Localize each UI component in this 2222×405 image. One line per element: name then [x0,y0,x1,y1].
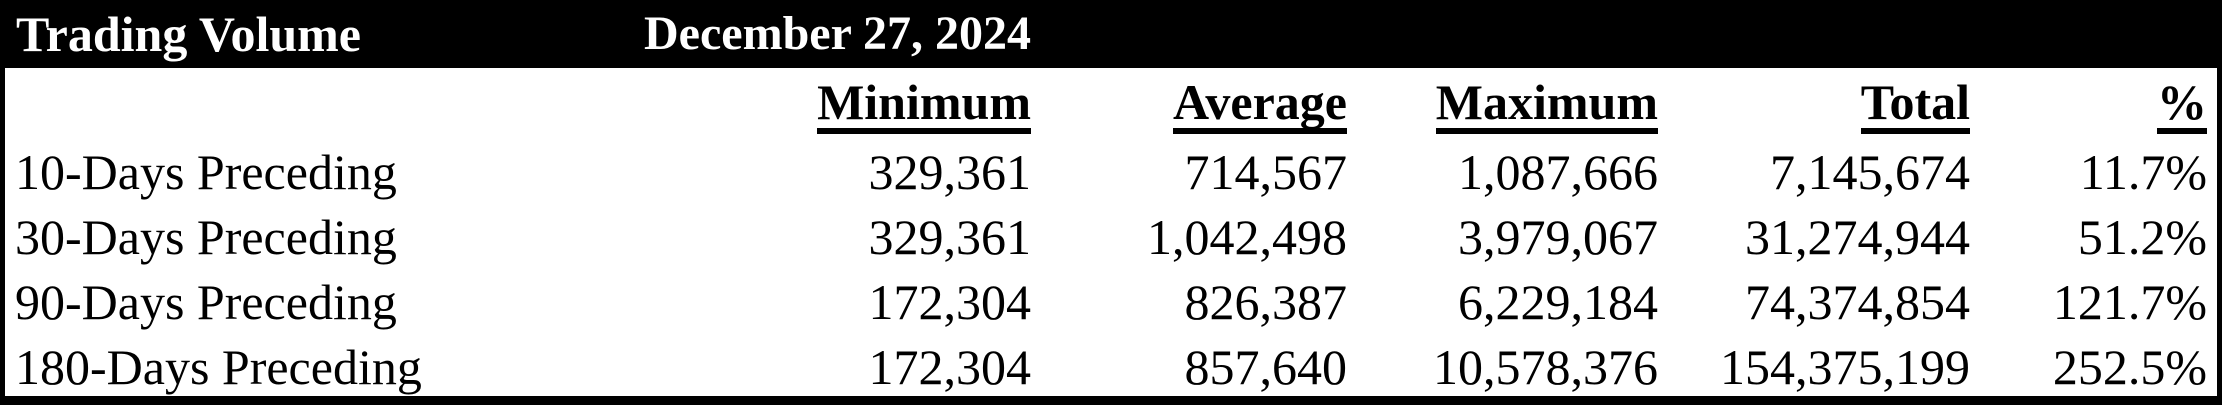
cell-percent: 11.7% [2079,144,2207,200]
row-label: 30-Days Preceding [15,209,397,265]
cell-maximum: 10,578,376 [1433,339,1658,395]
cell-minimum: 329,361 [868,144,1032,200]
cell-average: 714,567 [1184,144,1348,200]
cell-percent: 252.5% [2052,339,2207,395]
column-header-total: Total [1658,68,1970,136]
cell-average: 1,042,498 [1147,209,1347,265]
table-row-180-days: 180-Days Preceding 172,304 857,640 10,57… [5,331,2217,396]
table-border-frame: Minimum Average Maximum Total % 10-Days … [0,68,2222,405]
row-label: 10-Days Preceding [15,144,397,200]
table-header-row: Minimum Average Maximum Total % [5,68,2217,136]
report-titlebar: Trading Volume December 27, 2024 [0,0,2222,68]
cell-minimum: 172,304 [868,339,1032,395]
column-header-maximum: Maximum [1347,68,1658,136]
column-header-blank [5,68,715,136]
report-title: Trading Volume [16,6,361,62]
cell-minimum: 329,361 [868,209,1032,265]
column-header-average: Average [1031,68,1347,136]
table-row-30-days: 30-Days Preceding 329,361 1,042,498 3,97… [5,201,2217,266]
cell-minimum: 172,304 [868,274,1032,330]
cell-total: 154,375,199 [1720,339,1970,395]
column-header-percent: % [1970,68,2217,136]
cell-total: 31,274,944 [1745,209,1970,265]
cell-maximum: 6,229,184 [1458,274,1658,330]
cell-average: 826,387 [1184,274,1348,330]
cell-total: 7,145,674 [1770,144,1970,200]
column-header-minimum: Minimum [715,68,1031,136]
cell-average: 857,640 [1184,339,1348,395]
table-row-10-days: 10-Days Preceding 329,361 714,567 1,087,… [5,136,2217,201]
cell-total: 74,374,854 [1745,274,1970,330]
row-label: 180-Days Preceding [15,339,422,395]
cell-maximum: 3,979,067 [1458,209,1658,265]
cell-percent: 51.2% [2077,209,2207,265]
table-row-90-days: 90-Days Preceding 172,304 826,387 6,229,… [5,266,2217,331]
report-date: December 27, 2024 [644,7,1031,60]
cell-maximum: 1,087,666 [1458,144,1658,200]
trading-volume-table: Minimum Average Maximum Total % 10-Days … [5,68,2217,396]
cell-percent: 121.7% [2052,274,2207,330]
row-label: 90-Days Preceding [15,274,397,330]
